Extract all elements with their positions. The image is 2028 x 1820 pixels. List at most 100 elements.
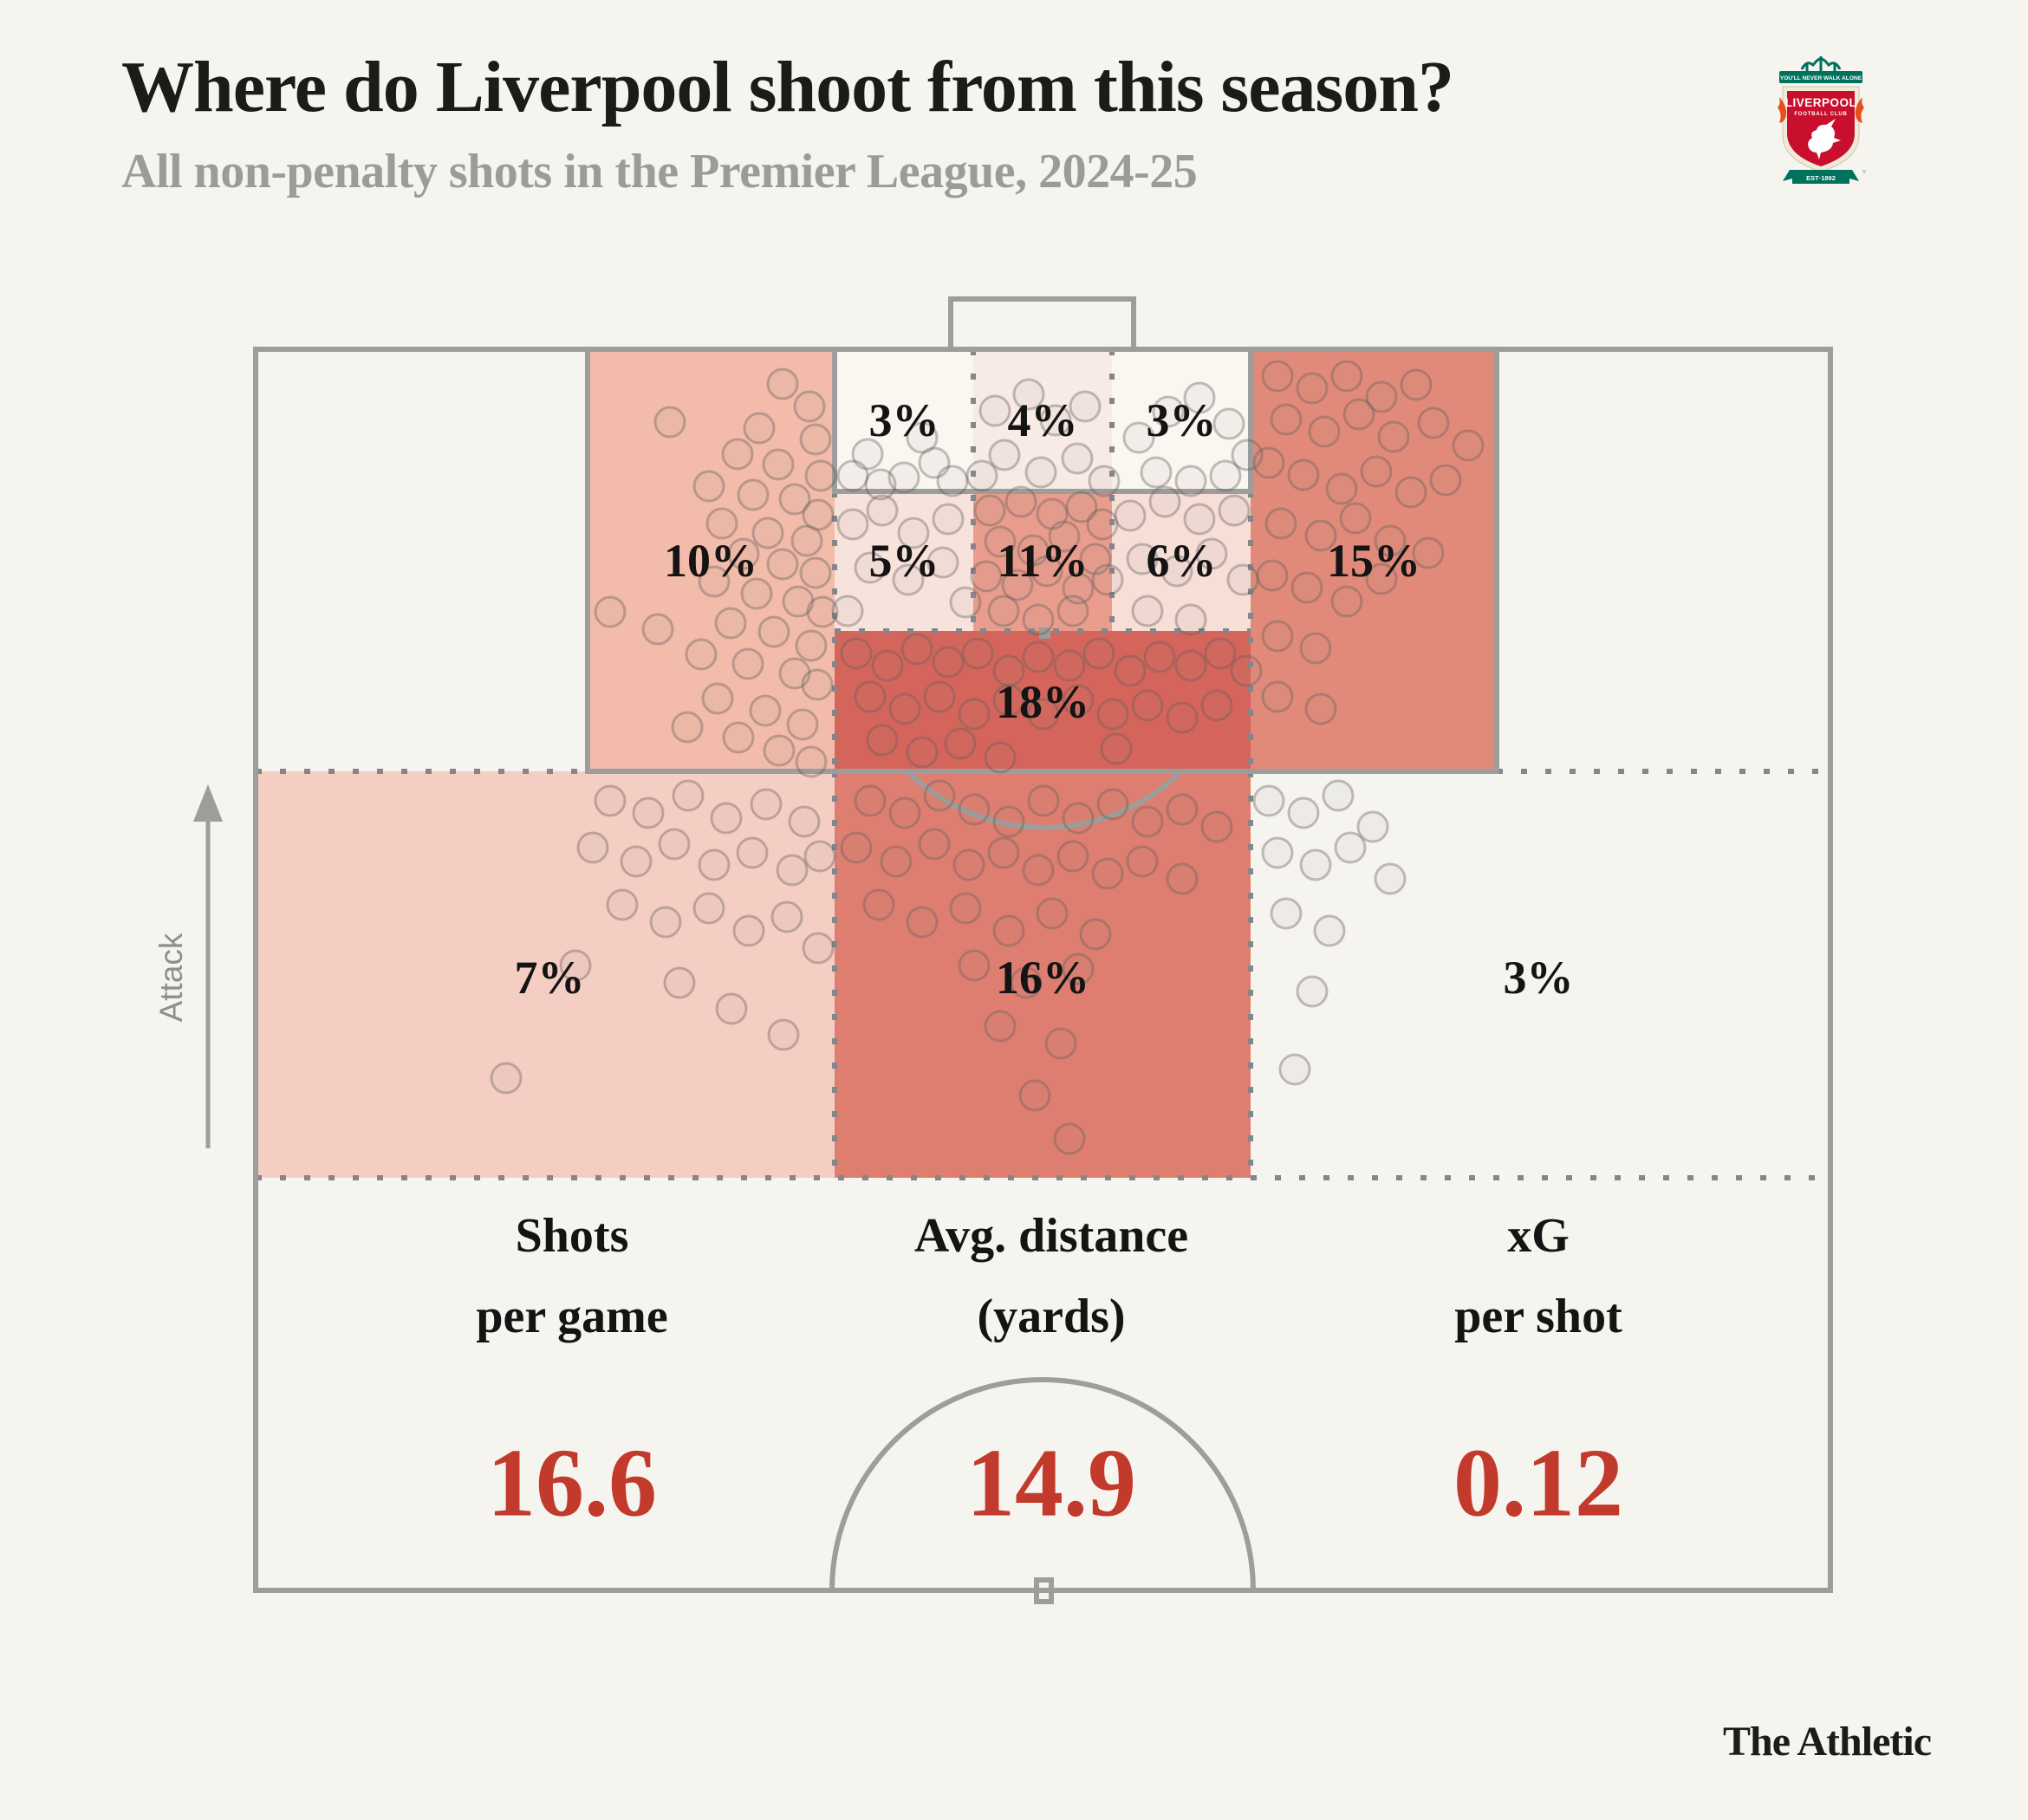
stat-label: Shots (515, 1209, 629, 1263)
liverpool-crest-icon: YOU'LL NEVER WALK ALONE LIVERPOOL FOOTBA… (1778, 56, 1866, 184)
shot-dot (888, 796, 921, 829)
shot-dot (866, 494, 899, 527)
shot-dot (918, 828, 951, 861)
zone-label-4: 4% (1007, 394, 1078, 446)
shot-dot (1270, 403, 1303, 436)
shot-dot (949, 892, 982, 925)
shot-dot (840, 637, 873, 670)
shot-dot (1143, 640, 1176, 673)
shot-dot (795, 629, 828, 662)
shot-dot (731, 647, 764, 680)
shot-dot (490, 1062, 523, 1095)
shot-dot (1088, 465, 1121, 497)
shot-dot (1131, 805, 1164, 838)
shot-dot (1027, 784, 1060, 817)
stat-label: Avg. distance (913, 1209, 1189, 1263)
stat-xg-per-shot: xG per shot (1454, 1212, 1622, 1341)
six-yard-box (832, 347, 1253, 494)
shot-dot (763, 734, 796, 767)
shot-dot (1065, 491, 1098, 523)
stat-label: xG (1507, 1209, 1570, 1263)
shot-dot (737, 478, 770, 511)
shot-dot (862, 888, 895, 921)
zone-fills-layer (256, 349, 1497, 1178)
shot-dot (1122, 421, 1155, 454)
stat-value-shots: 16.6 (487, 1429, 657, 1537)
stat-shots-per-game: Shots per game (476, 1212, 667, 1341)
crest-banner-text: YOU'LL NEVER WALK ALONE (1780, 75, 1862, 81)
shot-dot (1022, 854, 1055, 887)
page-title: Where do Liverpool shoot from this seaso… (121, 47, 1454, 127)
shot-dot (840, 831, 873, 864)
shot-dot (1044, 1027, 1077, 1060)
shot-dot (1001, 569, 1034, 601)
shot-dot (970, 560, 1003, 593)
shot-dot (1096, 698, 1129, 731)
shot-dot (992, 684, 1025, 717)
shot-dot (801, 668, 834, 701)
shot-dot (1062, 572, 1095, 605)
shot-dot (1048, 520, 1081, 553)
shot-dot (804, 459, 837, 492)
shot-dot (932, 503, 965, 536)
shot-dot (1030, 555, 1063, 588)
crest-ribbon (1783, 170, 1859, 184)
zone-label-11: 11% (997, 535, 1089, 587)
shot-dot (663, 966, 696, 999)
zone-fill-5 (835, 491, 973, 631)
shot-dot (714, 607, 747, 640)
shot-dot (1053, 1122, 1086, 1155)
page-subtitle: All non-penalty shots in the Premier Lea… (121, 145, 1198, 198)
shot-dot (1204, 637, 1237, 670)
shot-dot (1024, 456, 1057, 489)
shot-dot (1356, 810, 1389, 843)
shot-dot (1218, 494, 1251, 527)
shot-dot (799, 556, 832, 589)
shot-dot (653, 406, 686, 439)
shot-dot (1252, 446, 1285, 479)
shot-dot (632, 796, 665, 829)
shot-dot (1360, 455, 1393, 488)
shot-dot (722, 721, 755, 754)
zone-fill-16 (835, 771, 1251, 1178)
shot-dot (1226, 563, 1259, 596)
shot-dot (1166, 701, 1199, 734)
shot-dot (906, 906, 939, 939)
shankly-gates-icon (1800, 56, 1842, 71)
stat-value-xg: 0.12 (1453, 1429, 1623, 1537)
shot-dot (1322, 779, 1355, 812)
shot-dot (1365, 380, 1398, 413)
shot-dot (1140, 456, 1173, 489)
zone-fill-3 (1112, 349, 1251, 491)
shot-dot (1230, 654, 1263, 687)
shot-dot (692, 892, 725, 925)
shot-scatter-layer (490, 360, 1485, 1155)
shot-dot (766, 367, 799, 400)
center-circle (829, 1377, 1256, 1591)
shot-dot (698, 565, 731, 598)
shot-dot (949, 586, 982, 619)
zone-boundaries-dotted (256, 349, 1830, 1180)
shot-dot (1062, 952, 1095, 985)
shot-dot (1039, 404, 1072, 437)
shot-dot (1131, 689, 1164, 722)
shot-dot (803, 840, 836, 873)
shot-dot (770, 900, 803, 933)
penalty-arc (905, 769, 1184, 830)
shot-dot (1096, 788, 1129, 821)
shot-dot (1183, 503, 1216, 536)
shot-dot (795, 745, 828, 778)
shot-dot (710, 802, 743, 835)
shot-dot (1365, 562, 1398, 595)
shot-dot (987, 836, 1020, 869)
shot-dot (1082, 637, 1115, 670)
shot-dot (1022, 640, 1055, 673)
shot-dot (576, 831, 609, 864)
zone-fill-4 (973, 349, 1112, 491)
shot-dot (1394, 476, 1427, 509)
shot-dot (1100, 732, 1133, 765)
shot-dot (757, 615, 790, 648)
shot-dot (854, 784, 887, 817)
shot-dot (1417, 406, 1450, 439)
zone-fill-3 (835, 349, 973, 491)
